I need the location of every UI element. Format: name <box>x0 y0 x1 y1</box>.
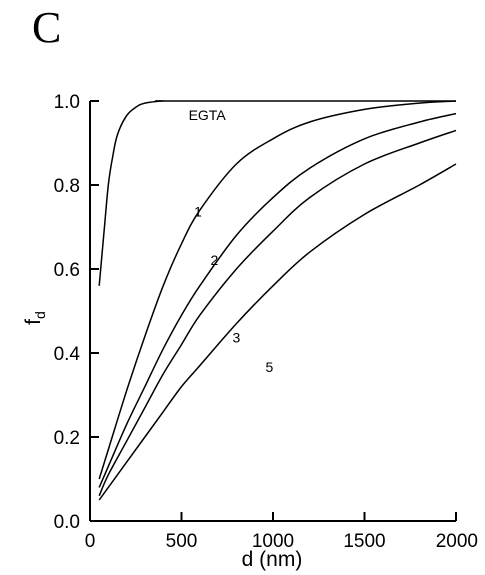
series-label-2: 2 <box>211 252 219 268</box>
y-axis-title-main: f <box>22 319 45 325</box>
series-line-2 <box>98 112 457 488</box>
series-label-1: 1 <box>194 204 202 220</box>
y-tick-label: 0.6 <box>54 260 80 281</box>
series-line-5 <box>98 163 457 501</box>
y-tick-label: 0.0 <box>54 512 80 533</box>
x-tick-label: 1500 <box>343 531 385 552</box>
axes: 0.0 0.2 0.4 0.6 0.8 1.0 0 500 1000 1500 2000 <box>54 92 478 552</box>
x-tick-label: 500 <box>166 531 198 552</box>
series-label-5: 5 <box>265 359 273 375</box>
y-tick-label: 1.0 <box>54 92 80 113</box>
panel-letter: C <box>32 3 62 52</box>
series-label-egta: EGTA <box>189 107 227 123</box>
y-axis-title: fd <box>22 311 48 325</box>
y-axis-title-subscript: d <box>32 311 48 319</box>
x-tick-label: 0 <box>85 531 96 552</box>
curve-labels: EGTA 1 2 3 5 <box>189 107 274 375</box>
series-line-egta <box>98 100 456 286</box>
series-label-3: 3 <box>233 330 241 346</box>
y-tick-label: 0.4 <box>54 344 81 365</box>
x-axis-title: d (nm) <box>242 548 303 571</box>
series-line-1 <box>98 100 457 480</box>
y-tick-label: 0.8 <box>54 176 80 197</box>
y-tick-label: 0.2 <box>54 428 80 449</box>
x-tick-label: 1000 <box>252 531 294 552</box>
x-tick-label: 2000 <box>436 531 478 552</box>
series-line-3 <box>98 129 457 497</box>
curves <box>98 100 457 501</box>
